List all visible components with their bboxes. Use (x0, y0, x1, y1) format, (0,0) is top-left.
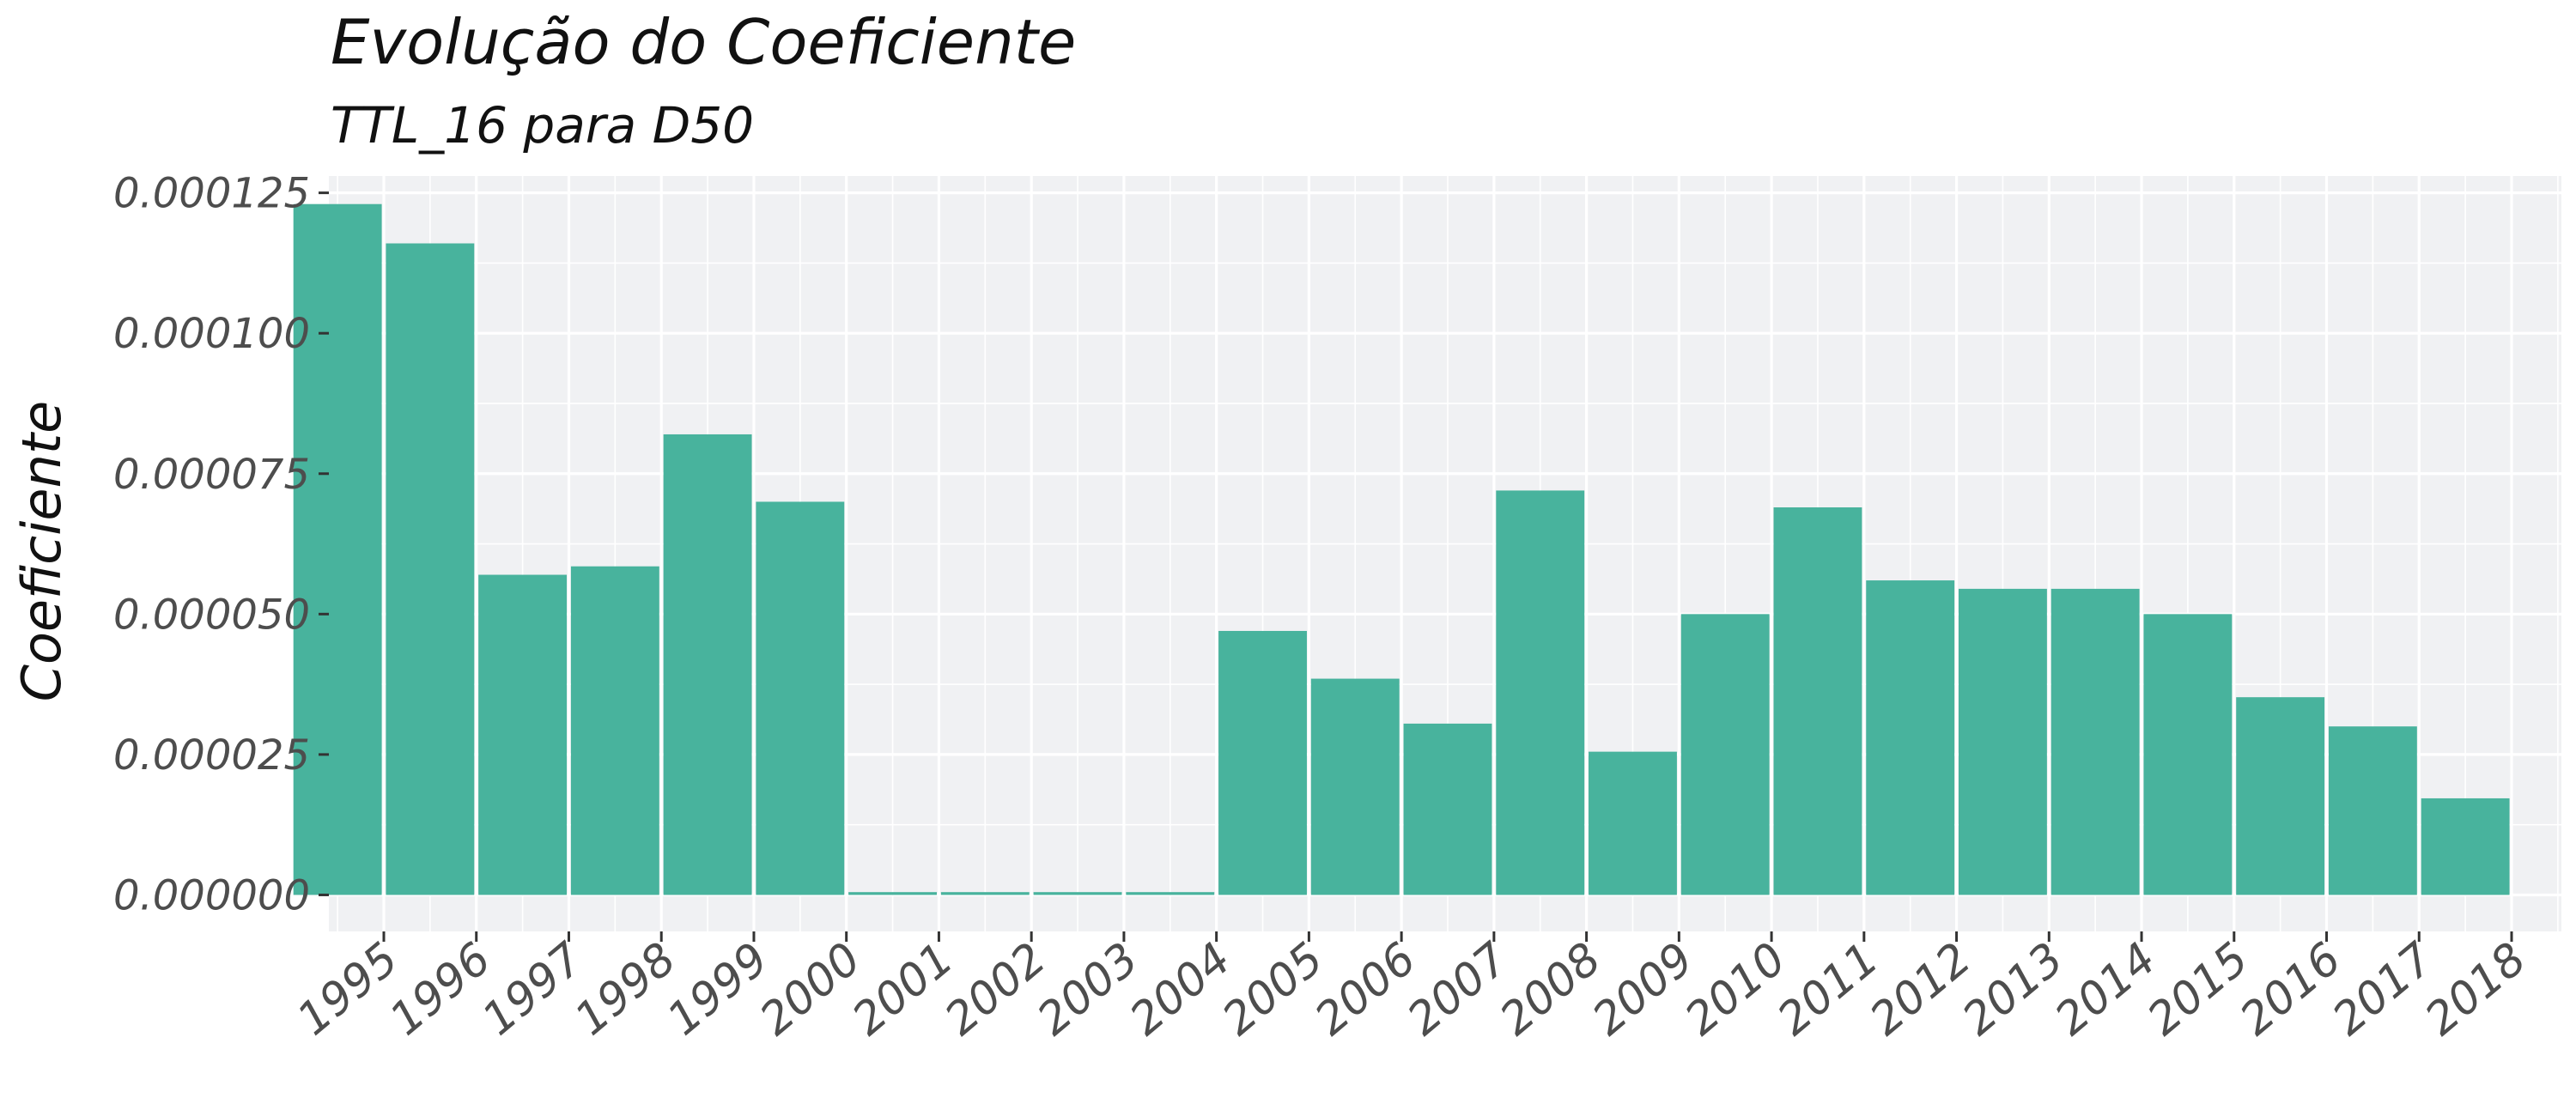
bar-2007 (1403, 723, 1492, 895)
x-tick-label: 1999 (658, 933, 778, 1046)
x-tick-label: 2010 (1675, 933, 1795, 1046)
y-axis-label: Coeficiente (10, 401, 73, 702)
x-tick-label: 2012 (1861, 933, 1981, 1046)
bar-2004 (1126, 892, 1215, 895)
x-tick-label: 2000 (750, 933, 871, 1046)
y-tick-label: 0.000125 (113, 170, 310, 218)
x-tick-label: 2005 (1213, 933, 1334, 1046)
x-tick-label: 2017 (2324, 933, 2444, 1046)
bars (293, 203, 2510, 895)
bar-2010 (1680, 614, 1770, 895)
bar-2009 (1589, 751, 1677, 895)
bar-1996 (386, 243, 475, 895)
x-tick-label: 1996 (380, 933, 501, 1046)
bar-2002 (940, 892, 1030, 895)
bar-2014 (2050, 588, 2140, 895)
x-axis: 1995199619971998199920002001200220032004… (288, 931, 2536, 1046)
y-tick-label: 0.000000 (113, 871, 310, 919)
x-tick-label: 1998 (566, 933, 686, 1046)
y-tick-label: 0.000050 (113, 591, 310, 639)
x-tick-label: 2015 (2138, 933, 2258, 1046)
x-tick-label: 2013 (1953, 933, 2074, 1046)
y-tick-label: 0.000025 (113, 731, 310, 779)
bar-1995 (293, 203, 382, 895)
bar-2016 (2236, 697, 2325, 895)
bar-2012 (1866, 580, 1955, 895)
y-axis: 0.000000 0.000025 0.000050 0.000075 0.000100… (113, 170, 329, 919)
x-tick-label: 2011 (1768, 933, 1888, 1046)
x-tick-label: 2006 (1306, 933, 1426, 1046)
bar-2015 (2143, 614, 2233, 895)
bar-2001 (848, 892, 938, 895)
bar-2005 (1218, 630, 1307, 895)
x-tick-label: 2007 (1398, 933, 1518, 1046)
bar-2018 (2421, 798, 2510, 895)
x-tick-label: 2009 (1583, 933, 1704, 1046)
chart-subtitle: TTL_16 para D50 (331, 96, 754, 155)
chart-title: Evolução do Coeficiente (331, 6, 1076, 78)
x-tick-label: 2002 (936, 933, 1056, 1046)
bar-1999 (663, 434, 752, 895)
bar-2008 (1496, 490, 1585, 895)
x-tick-label: 2016 (2231, 933, 2351, 1046)
bar-1998 (570, 566, 659, 895)
x-tick-label: 2018 (2415, 933, 2536, 1046)
x-tick-label: 2001 (843, 933, 963, 1046)
bar-2003 (1033, 892, 1122, 895)
bar-2011 (1773, 507, 1862, 895)
y-tick-label: 0.000075 (113, 451, 310, 499)
x-tick-label: 2008 (1491, 933, 1611, 1046)
x-tick-label: 2014 (2045, 933, 2166, 1046)
x-tick-label: 2004 (1121, 933, 1241, 1046)
bar-2017 (2328, 726, 2417, 895)
x-tick-label: 2003 (1028, 933, 1148, 1046)
bar-2006 (1310, 678, 1400, 895)
y-tick-label: 0.000100 (113, 310, 310, 358)
bar-2013 (1958, 588, 2047, 895)
bar-2000 (756, 501, 845, 895)
bar-1997 (478, 574, 568, 895)
x-tick-label: 1997 (473, 933, 593, 1046)
x-tick-label: 1995 (288, 933, 408, 1046)
